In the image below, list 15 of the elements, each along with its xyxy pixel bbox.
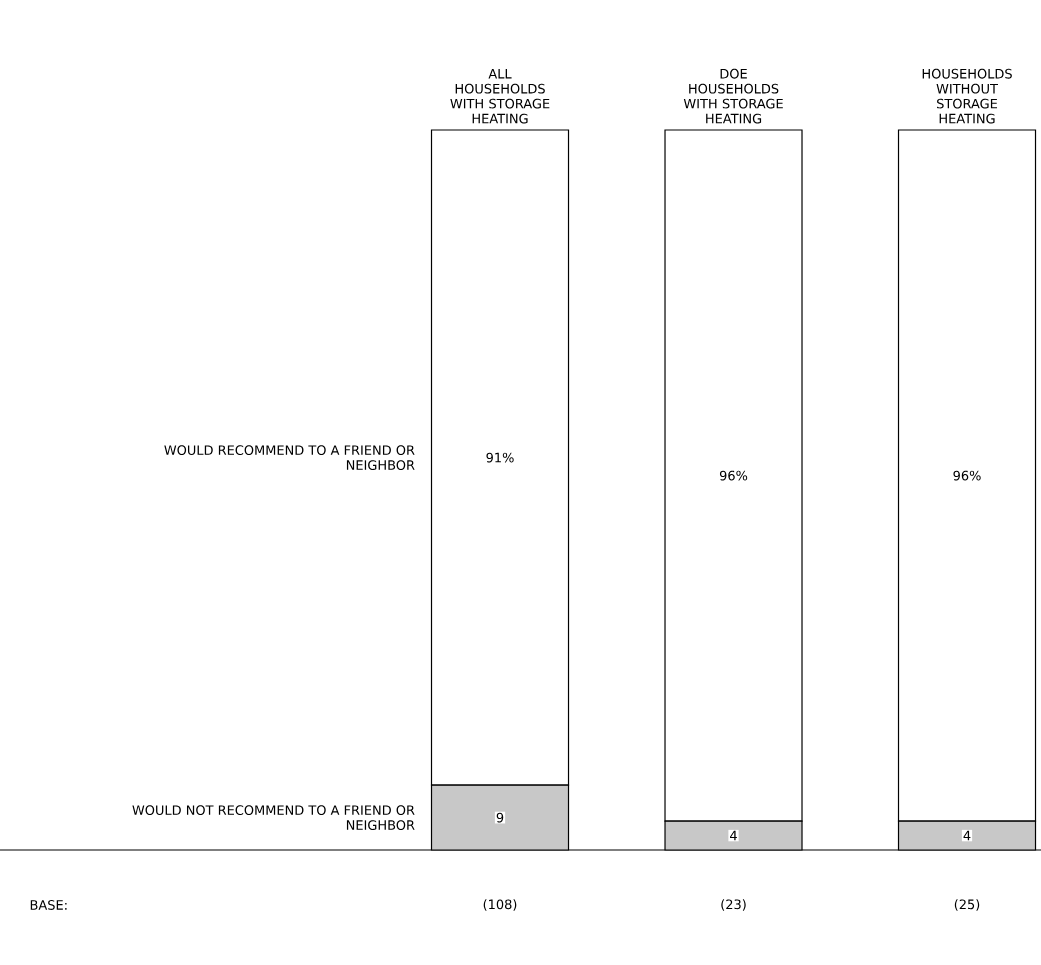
x-tick-label: HOUSEHOLDS WITHOUT STORAGE HEATING <box>922 68 1012 124</box>
text: (25) <box>954 899 980 911</box>
x-tick-label: ALL HOUSEHOLDS WITH STORAGE HEATING <box>450 69 550 124</box>
x-tick-label: DOE HOUSEHOLDS WITH STORAGE HEATING <box>683 68 783 124</box>
data-label: 9 <box>496 812 504 823</box>
text: (23) <box>721 899 746 911</box>
data-label: 96% <box>719 470 748 481</box>
data-label: 96% <box>953 470 981 481</box>
data-label: 91% <box>486 452 514 463</box>
series-label: WOULD NOT RECOMMEND TO A FRIEND OR NEIGHBOR <box>132 805 415 830</box>
data-label: 4 <box>730 830 737 841</box>
series-label: WOULD RECOMMEND TO A FRIEND OR NEIGHBOR <box>164 445 415 470</box>
text: BASE: <box>30 900 67 910</box>
text: (108) <box>483 899 517 911</box>
data-label: 4 <box>963 830 971 841</box>
